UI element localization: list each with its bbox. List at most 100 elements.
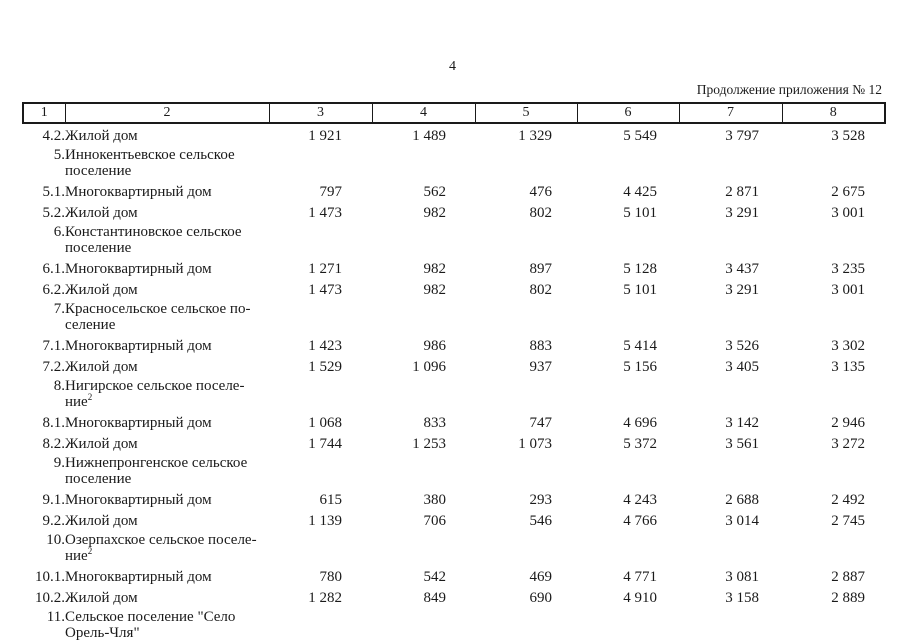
- value-cell: 747: [529, 414, 553, 431]
- column-header-2: 2: [64, 102, 270, 124]
- value-cell: 5 372: [623, 436, 657, 452]
- value-cell: [782, 608, 885, 642]
- row-number: 7.1.: [42, 337, 66, 354]
- row-number: 10.2.: [35, 590, 65, 606]
- value-cell: 1 073: [518, 436, 552, 452]
- value-cell: 5 414: [623, 337, 657, 354]
- value-cell: [782, 146, 885, 180]
- value-cell: [577, 454, 679, 488]
- row-number: 11.: [46, 608, 65, 625]
- table-row: 6.2. Жилой дом 1 473 982 802 5 101 3 291 3 001: [23, 278, 885, 300]
- value-cell: 2 887: [831, 568, 865, 585]
- table-row: 9. Нижнепронгенское сельское поселение: [23, 454, 885, 488]
- row-label: Многоквартирный дом: [65, 260, 212, 277]
- value-cell: 1 473: [308, 205, 342, 221]
- table-row: 4.2. Жилой дом 1 921 1 489 1 329 5 549 3 797 3 …: [23, 123, 885, 146]
- page-number: 4: [449, 59, 456, 74]
- row-label: Жилой дом: [65, 205, 138, 221]
- value-cell: 1 473: [308, 282, 342, 298]
- value-cell: [782, 377, 885, 411]
- value-cell: 2 675: [831, 183, 865, 200]
- row-number: 7.: [53, 300, 65, 317]
- row-number: 9.: [53, 454, 65, 471]
- value-cell: [475, 300, 577, 334]
- value-cell: 780: [319, 568, 343, 585]
- value-cell: [372, 454, 475, 488]
- value-cell: 937: [529, 359, 553, 375]
- column-number-header-row: 1 2 3 4 5 6 7 8: [22, 102, 886, 124]
- value-cell: 2 889: [831, 590, 865, 606]
- value-cell: 897: [529, 260, 553, 277]
- value-cell: 883: [529, 337, 553, 354]
- value-cell: 3 561: [725, 436, 759, 452]
- value-cell: [372, 300, 475, 334]
- value-cell: 615: [319, 491, 343, 508]
- table-row: 7.2. Жилой дом 1 529 1 096 937 5 156 3 405 3 13…: [23, 355, 885, 377]
- value-cell: 3 158: [725, 590, 759, 606]
- row-label: Сельское поселение "Село Орель-Чля": [65, 608, 236, 642]
- value-cell: 1 139: [308, 513, 342, 529]
- value-cell: 3 001: [831, 205, 865, 221]
- row-number: 10.: [46, 531, 65, 548]
- row-label: Константиновское сельское поселение: [65, 223, 242, 257]
- row-label: Жилой дом: [65, 590, 138, 606]
- value-cell: 802: [529, 282, 553, 298]
- value-cell: [269, 377, 372, 411]
- value-cell: 833: [423, 414, 447, 431]
- value-cell: 1 068: [308, 414, 342, 431]
- value-cell: [782, 223, 885, 257]
- row-number: 8.: [53, 377, 65, 394]
- value-cell: [269, 300, 372, 334]
- value-cell: 849: [423, 590, 447, 606]
- value-cell: 797: [319, 183, 343, 200]
- value-cell: 5 549: [623, 128, 657, 144]
- row-number: 6.: [53, 223, 65, 240]
- value-cell: 1 921: [308, 128, 342, 144]
- value-cell: 546: [529, 513, 553, 529]
- value-cell: 5 101: [623, 205, 657, 221]
- row-label: Иннокентьевское сельское поселение: [65, 146, 235, 180]
- value-cell: 3 014: [725, 513, 759, 529]
- table-row: 5.1. Многоквартирный дом 797 562 476 4 425 2 8…: [23, 180, 885, 202]
- value-cell: 2 871: [725, 183, 759, 200]
- value-cell: 293: [529, 491, 553, 508]
- row-number: 9.2.: [42, 513, 66, 529]
- value-cell: 2 688: [725, 491, 759, 508]
- value-cell: 3 526: [725, 337, 759, 354]
- value-cell: 5 156: [623, 359, 657, 375]
- value-cell: [269, 146, 372, 180]
- value-cell: 5 101: [623, 282, 657, 298]
- value-cell: [577, 146, 679, 180]
- value-cell: 982: [423, 282, 447, 298]
- value-cell: [679, 454, 782, 488]
- row-number: 5.1.: [42, 183, 66, 200]
- value-cell: [475, 146, 577, 180]
- column-header-3: 3: [268, 102, 373, 124]
- row-label: Жилой дом: [65, 128, 138, 144]
- value-cell: 1 423: [308, 337, 342, 354]
- row-label: Озерпахское сельское поселе-ние2: [65, 531, 257, 565]
- value-cell: 4 771: [623, 568, 657, 585]
- value-cell: 4 696: [623, 414, 657, 431]
- table-row: 7. Красносельское сельское по-селение: [23, 300, 885, 334]
- value-cell: 3 528: [831, 128, 865, 144]
- value-cell: 1 489: [412, 128, 446, 144]
- row-number: 9.1.: [42, 491, 66, 508]
- column-header-5: 5: [474, 102, 578, 124]
- value-cell: 4 910: [623, 590, 657, 606]
- value-cell: 1 282: [308, 590, 342, 606]
- column-header-4: 4: [371, 102, 476, 124]
- row-label: Многоквартирный дом: [65, 568, 212, 585]
- table-row: 5. Иннокентьевское сельское поселение: [23, 146, 885, 180]
- value-cell: 1 096: [412, 359, 446, 375]
- row-label: Многоквартирный дом: [65, 491, 212, 508]
- value-cell: [475, 608, 577, 642]
- row-number: 5.2.: [42, 205, 66, 221]
- value-cell: [372, 531, 475, 565]
- column-header-1: 1: [22, 102, 66, 124]
- table-row: 5.2. Жилой дом 1 473 982 802 5 101 3 291 3 001: [23, 201, 885, 223]
- footnote-marker: 2: [87, 392, 93, 402]
- value-cell: 2 946: [831, 414, 865, 431]
- row-label: Многоквартирный дом: [65, 337, 212, 354]
- value-cell: 380: [423, 491, 447, 508]
